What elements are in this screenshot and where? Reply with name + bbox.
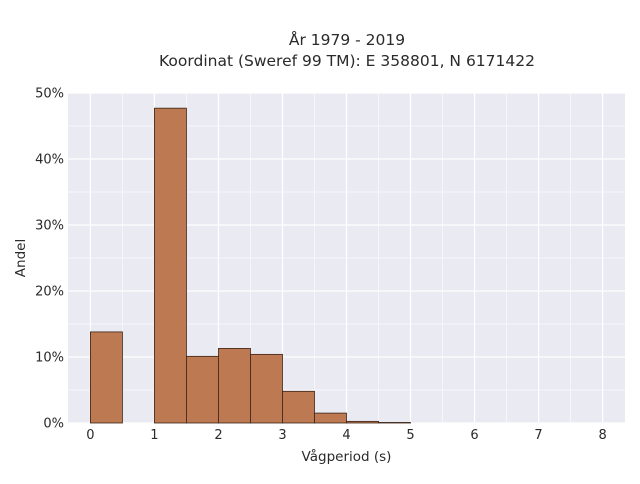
chart-title: År 1979 - 2019 (289, 30, 405, 49)
x-axis-label: Vågperiod (s) (302, 448, 392, 465)
bars (90, 107, 411, 424)
histogram-bar (250, 353, 283, 424)
x-tick-label: 5 (406, 428, 414, 443)
histogram-bar (186, 355, 219, 424)
y-tick-label: 20% (35, 285, 64, 300)
x-tick-label: 7 (534, 428, 542, 443)
tick-labels: 0 1 2 3 4 5 6 7 8 0% 10% 20% 30% 40% 50% (35, 87, 607, 444)
x-tick-label: 2 (214, 428, 222, 443)
x-tick-label: 4 (342, 428, 350, 443)
histogram-bar (378, 422, 411, 424)
x-tick-label: 1 (150, 428, 158, 443)
y-tick-label: 10% (35, 351, 64, 366)
histogram-bar (346, 420, 379, 424)
histogram-bar (282, 390, 315, 424)
histogram-bar (218, 348, 251, 424)
x-tick-label: 6 (470, 428, 478, 443)
y-tick-label: 50% (35, 87, 64, 102)
y-axis-label: Andel (13, 239, 29, 277)
y-tick-label: 30% (35, 219, 64, 234)
x-tick-label: 8 (598, 428, 606, 443)
x-tick-label: 0 (86, 428, 94, 443)
x-tick-label: 3 (278, 428, 286, 443)
histogram-bar (154, 107, 187, 424)
y-tick-label: 40% (35, 153, 64, 168)
chart-subtitle: Koordinat (Sweref 99 TM): E 358801, N 61… (159, 52, 535, 70)
histogram-bar (90, 331, 123, 424)
y-tick-label: 0% (43, 417, 64, 432)
histogram-bar (314, 412, 347, 424)
